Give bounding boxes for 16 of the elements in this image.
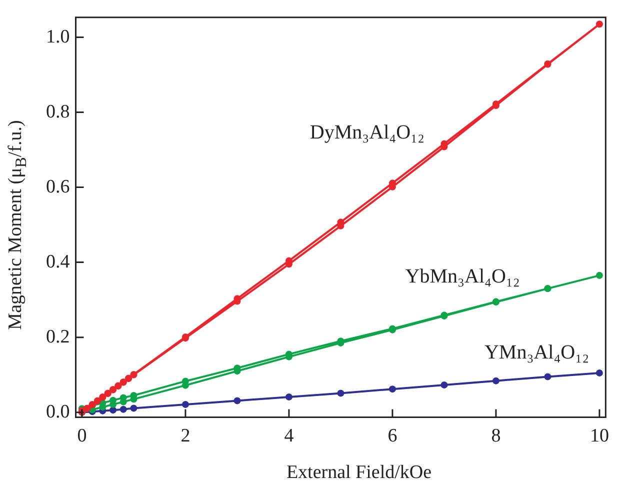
x-tick-label: 2 [180, 426, 190, 447]
x-tick-label: 4 [284, 426, 294, 447]
series-label: YMn₃Al₄O₁₂ [484, 341, 590, 364]
y-tick-label: 0.2 [46, 326, 70, 348]
x-tick-label: 6 [388, 426, 398, 447]
y-tick-label: 0.0 [46, 401, 70, 422]
x-tick-label: 8 [491, 426, 501, 447]
y-tick-label: 1.0 [46, 26, 70, 48]
y-tick-label: 0.4 [46, 251, 70, 272]
x-axis-title: External Field/kOe [285, 462, 433, 484]
x-tick-label: 10 [590, 426, 609, 447]
series-label: YbMn₃Al₄O₁₂ [405, 266, 520, 288]
y-tick-label: 0.6 [46, 176, 70, 198]
x-tick-label: 0 [77, 426, 87, 447]
series-label: DyMn₃Al₄O₁₂ [310, 122, 424, 144]
y-tick-label: 0.8 [46, 101, 70, 122]
